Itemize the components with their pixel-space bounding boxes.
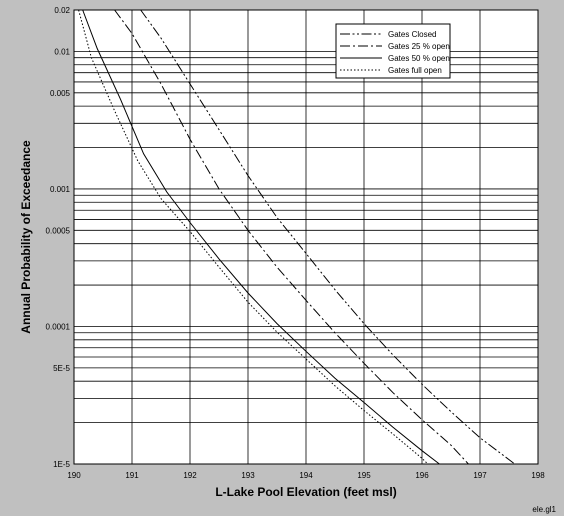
series-line [78,9,429,465]
y-tick-label: 0.001 [50,185,71,194]
x-tick-label: 197 [473,471,487,480]
plot-border [73,9,539,465]
legend-label: Gates full open [388,66,442,75]
x-tick-label: 196 [415,471,429,480]
x-axis-title: L-Lake Pool Elevation (feet msl) [215,485,396,499]
legend-label: Gates 50 % open [388,54,450,63]
y-tick-label: 1E-5 [53,460,70,469]
y-axis-title: Annual Probability of Exceedance [19,140,33,334]
legend-label: Gates 25 % open [388,42,450,51]
series-line [114,9,469,465]
y-tick-labels: 0.02 0.01 0.005 0.001 0.0005 0.0001 5E-5 1E-5 [46,6,71,469]
legend-box [335,23,451,79]
footer-label: ele.gl1 [532,505,556,514]
x-tick-label: 191 [125,471,139,480]
series-line [140,9,516,465]
x-tick-label: 194 [299,471,313,480]
x-tick-label: 193 [241,471,255,480]
series-layer [78,9,516,465]
x-tick-label: 192 [183,471,197,480]
legend: Gates Closed Gates 25 % open Gates 50 % op… [335,23,451,79]
x-tick-label: 195 [357,471,371,480]
x-tick-labels: 190 191 192 193 194 195 196 197 198 [67,471,545,480]
series-line [82,9,440,465]
y-tick-label: 5E-5 [53,364,70,373]
y-tick-label: 0.01 [54,47,70,56]
y-tick-label: 0.0005 [46,226,71,235]
legend-label: Gates Closed [388,30,436,39]
y-tick-label: 0.02 [54,6,70,15]
x-tick-label: 190 [67,471,81,480]
x-tick-label: 198 [531,471,545,480]
y-tick-label: 0.0001 [46,322,71,331]
grid [74,10,538,464]
y-tick-label: 0.005 [50,89,71,98]
